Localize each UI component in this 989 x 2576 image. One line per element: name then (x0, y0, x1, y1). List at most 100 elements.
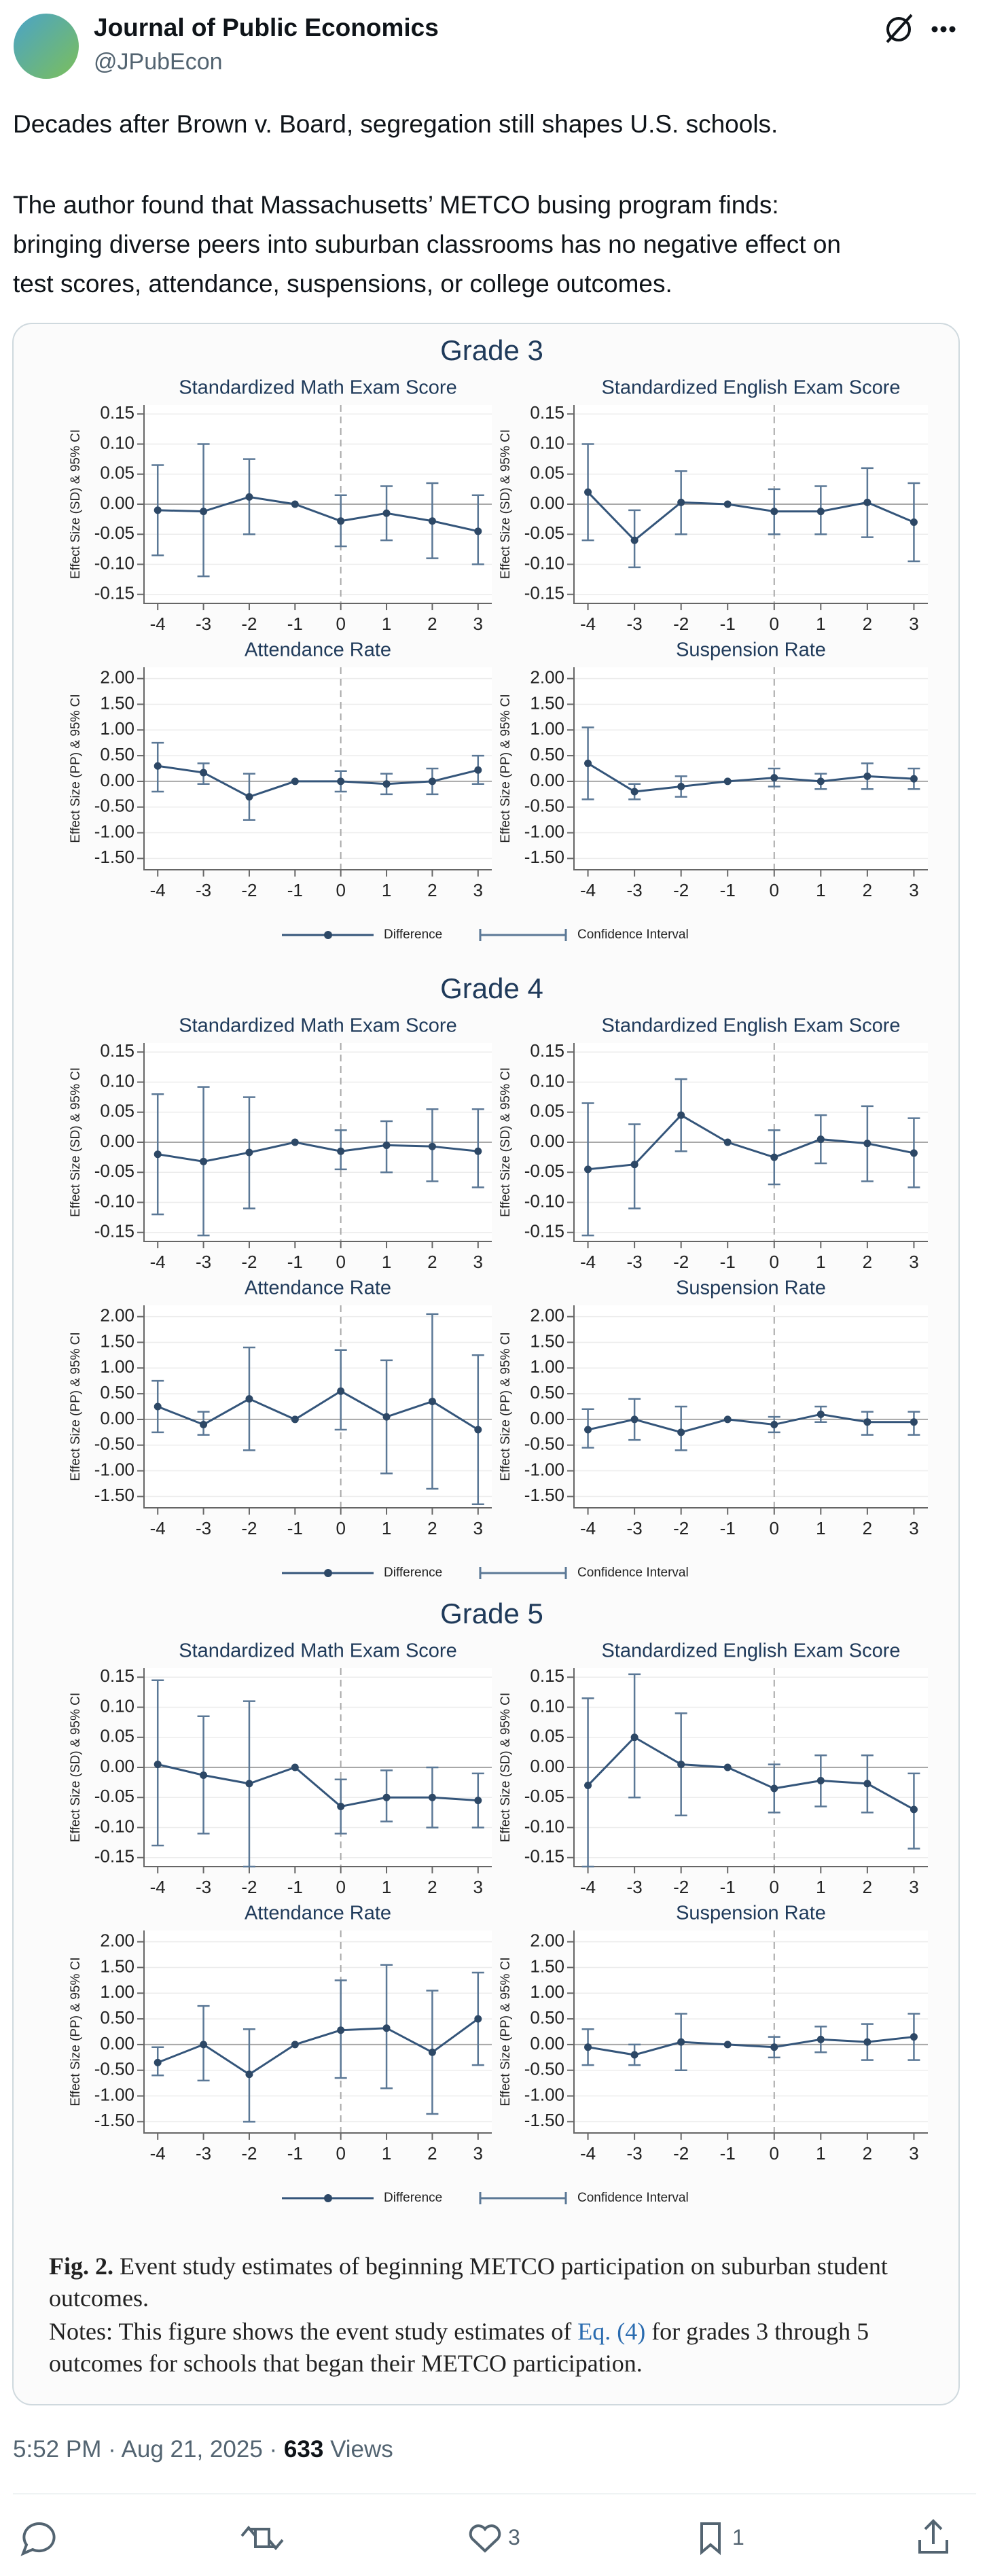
y-tick-label: 1.00 (100, 718, 134, 739)
x-tick-label: 3 (909, 1877, 918, 1897)
x-tick-label: 2 (427, 1252, 437, 1272)
views-count: 633 (283, 2436, 324, 2463)
y-tick-label: -1.50 (524, 847, 564, 867)
equation-link[interactable]: Eq. (4) (577, 2318, 646, 2345)
point (200, 508, 208, 516)
point (677, 1428, 685, 1436)
y-tick-label: -1.00 (94, 2084, 134, 2104)
bookmark-icon[interactable] (700, 2522, 721, 2556)
x-tick-label: -3 (196, 614, 211, 634)
author-name[interactable]: Journal of Public Economics (94, 14, 439, 41)
point (630, 536, 639, 544)
y-axis-label: Effect Size (PP) & 95% CI (69, 1957, 83, 2106)
x-tick-label: -4 (580, 614, 596, 634)
y-tick-label: -0.50 (524, 796, 564, 816)
point (630, 1733, 639, 1742)
y-tick-label: 0.10 (100, 1070, 134, 1091)
x-tick-label: 3 (473, 880, 483, 900)
caption-title: Event study estimates of beginning METCO… (49, 2253, 888, 2312)
point (910, 518, 918, 527)
point (584, 759, 592, 767)
panel-title: Standardized English Exam Score (601, 377, 900, 399)
time[interactable]: 5:52 PM (13, 2436, 102, 2463)
more-icon[interactable] (931, 26, 956, 33)
grok-icon[interactable] (886, 14, 913, 43)
x-tick-label: -4 (580, 2143, 596, 2164)
x-tick-label: 1 (382, 1518, 391, 1538)
caption-notes: Notes: This figure shows the event study… (49, 2318, 572, 2345)
y-tick-label: -1.50 (524, 2110, 564, 2130)
point (863, 1418, 871, 1426)
error-bar (675, 1405, 687, 1451)
plot-area (574, 667, 928, 870)
point (291, 777, 299, 786)
tweet-text: test scores, attendance, suspensions, or… (13, 270, 672, 298)
like-icon[interactable] (469, 2524, 501, 2553)
point (910, 1149, 918, 1157)
y-tick-label: 0.00 (530, 2033, 564, 2053)
point (337, 2026, 345, 2034)
point (677, 1111, 685, 1119)
date[interactable]: Aug 21, 2025 (121, 2436, 263, 2463)
point (770, 1784, 778, 1793)
axes (573, 667, 928, 870)
x-tick-label: 0 (336, 880, 345, 900)
y-tick-label: 0.15 (100, 1665, 134, 1686)
y-tick-label: -0.50 (524, 2059, 564, 2079)
difference-line (157, 1141, 478, 1163)
x-tick-label: -2 (673, 1252, 689, 1272)
legend-marker (324, 1569, 332, 1577)
point (245, 493, 253, 501)
point (863, 1140, 871, 1148)
point (337, 1387, 345, 1395)
repost-icon[interactable] (240, 2525, 284, 2551)
point (154, 1150, 162, 1159)
point (382, 1413, 391, 1421)
point (200, 1771, 208, 1780)
point (154, 762, 162, 770)
y-tick-label: 0.05 (530, 463, 564, 483)
y-tick-label: -1.50 (524, 1485, 564, 1505)
y-tick-label: 0.05 (530, 1726, 564, 1746)
x-tick-label: 0 (336, 2143, 345, 2164)
x-tick-label: 3 (909, 1518, 918, 1538)
point (382, 2024, 391, 2032)
y-tick-label: -0.15 (94, 583, 134, 603)
axes (143, 1668, 492, 1867)
point (584, 1165, 592, 1174)
point (816, 508, 825, 516)
y-axis-label: Effect Size (SD) & 95% CI (499, 1068, 513, 1217)
author-handle[interactable]: @JPubEcon (94, 49, 223, 75)
x-tick-label: -3 (627, 2143, 643, 2164)
point (291, 500, 299, 508)
x-tick-label: -3 (196, 1877, 211, 1897)
timestamp: 5:52 PM · Aug 21, 2025 · 633 Views (13, 2436, 393, 2463)
x-tick-label: 2 (427, 880, 437, 900)
avatar[interactable] (14, 14, 79, 79)
point (382, 780, 391, 788)
reply-icon[interactable] (20, 2522, 56, 2556)
axes (143, 667, 492, 870)
point (245, 1148, 253, 1157)
x-tick-label: -1 (287, 1252, 303, 1272)
x-tick-label: 2 (427, 1518, 437, 1538)
x-tick-label: 1 (816, 1518, 825, 1538)
x-tick-label: -2 (241, 2143, 257, 2164)
y-tick-label: 0.10 (100, 432, 134, 453)
point (863, 1780, 871, 1788)
y-tick-label: -1.00 (524, 821, 564, 841)
x-tick-label: 1 (816, 614, 825, 634)
point (154, 1761, 162, 1769)
point (154, 2058, 162, 2066)
legend-ci (479, 2192, 567, 2204)
x-tick-label: 2 (427, 2143, 437, 2164)
x-tick-label: 0 (336, 1877, 345, 1897)
y-tick-label: -0.10 (94, 1816, 134, 1836)
y-tick-label: 0.00 (100, 770, 134, 790)
point (723, 1138, 732, 1146)
point (863, 498, 871, 506)
x-tick-label: -2 (673, 1877, 689, 1897)
x-tick-label: -1 (720, 880, 736, 900)
share-icon[interactable] (918, 2519, 948, 2554)
